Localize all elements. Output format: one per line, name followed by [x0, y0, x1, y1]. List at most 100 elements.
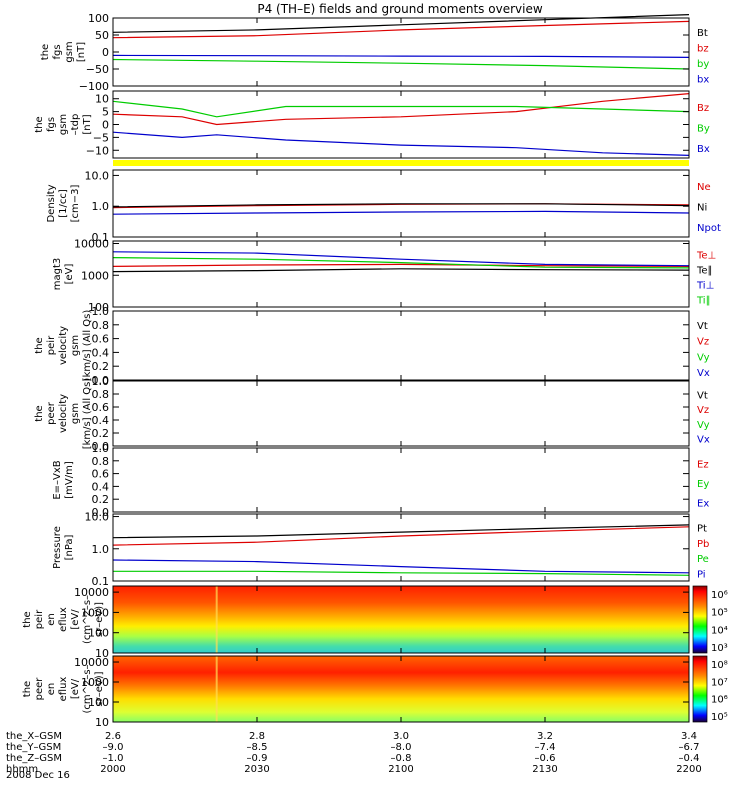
y-axis-label-line: the [22, 681, 33, 697]
y-tick-label: 10.0 [85, 511, 110, 524]
y-tick-label: −10 [86, 144, 109, 157]
colorbar [692, 585, 708, 654]
footer-value: –8.5 [247, 742, 268, 753]
legend-entry-By: By [697, 124, 710, 135]
footer-row-label: the_Y–GSM [6, 742, 61, 753]
legend-entry: Ez [697, 460, 709, 471]
y-tick-label: 100 [88, 12, 109, 25]
panel-4: 1.00.80.60.40.20.0thepeirvelocitygsm[km/… [34, 305, 710, 387]
legend-entry: Vy [697, 352, 710, 363]
series-line-Pb [112, 526, 690, 546]
y-tick-label: 0.2 [92, 493, 110, 506]
y-axis-label: thepeireneflux[eV/(cm^2–s–sr–eV)] [22, 595, 105, 644]
legend-entry: Vz [697, 405, 709, 416]
y-axis-label: magt3[eV] [52, 258, 75, 291]
y-axis-label-line: Pressure [52, 526, 63, 569]
y-axis-label-line: gsm [64, 41, 75, 62]
legend-entry: Vz [697, 337, 709, 348]
footer-row-label: hhmm [6, 764, 38, 775]
series-line-by [112, 58, 690, 70]
footer-value: 2130 [532, 764, 557, 775]
colorbar-tick-label: 10⁵ [711, 608, 728, 619]
y-axis-label-line: [nT] [76, 42, 87, 62]
legend-entry-Ti⊥: Ti⊥ [696, 281, 714, 292]
y-tick-label: 0.6 [92, 333, 110, 346]
footer-value: 2.8 [249, 731, 265, 742]
panel-2: 10.0 1.0 0.1 Density[1/cc][cm−3] Ne Ni Npot [46, 169, 721, 244]
y-axis-label-line: E=–VxB [52, 460, 63, 499]
colorbar-tick-label: 10⁸ [711, 660, 728, 671]
y-axis-label-line: peer [46, 401, 57, 425]
legend-entry-Npot: Npot [697, 223, 721, 234]
y-tick-label: 0.2 [92, 427, 110, 440]
y-tick-label: 10.0 [85, 169, 110, 182]
y-axis-label-line: velocity [58, 326, 69, 365]
y-axis-label-line: [eV/ [70, 678, 81, 699]
y-tick-label: 100 [88, 627, 109, 640]
y-axis-label-line: [1/cc] [58, 189, 69, 218]
legend-entry-by: by [697, 59, 709, 70]
series-line-Pt [112, 524, 690, 539]
footer-value: –9.0 [103, 742, 124, 753]
y-axis-label-line: sr–eV)] [94, 602, 105, 637]
y-axis-label-line: peir [34, 609, 45, 629]
y-tick-label: 100 [88, 301, 109, 314]
y-tick-label: 1000 [81, 606, 109, 619]
y-axis-label-line: [eV] [64, 264, 75, 285]
legend-entry-bz: bz [697, 43, 709, 54]
y-axis-label-line: en [46, 613, 57, 626]
series-line-bz [112, 20, 690, 39]
y-axis-label-line: [nT] [82, 114, 93, 134]
legend-entry: Vx [697, 368, 710, 379]
spectrogram [113, 586, 689, 653]
y-tick-label: 10000 [74, 586, 109, 599]
y-tick-label: 0.2 [92, 360, 110, 373]
y-tick-label: 100 [88, 696, 109, 709]
series-line-Ti⊥ [112, 251, 690, 267]
y-axis-label-line: –tdp [70, 114, 81, 136]
y-axis-label: Density[1/cc][cm−3] [46, 184, 81, 222]
y-tick-label: 0.6 [92, 468, 110, 481]
footer-value: 2100 [388, 764, 413, 775]
footer-value: –1.0 [103, 753, 124, 764]
y-axis-label: Pressure[nPa] [52, 526, 75, 569]
legend-entry-bx: bx [697, 74, 709, 85]
series-line-Ni [112, 203, 690, 208]
series-line-Npot [112, 210, 690, 215]
legend-entry-Bx: Bx [697, 144, 710, 155]
y-axis-label-line: gsm [58, 114, 69, 135]
panel-7: 10.0 1.0 0.1 Pressure[nPa] Pt Pb Pe Pi [52, 511, 709, 588]
legend-entry-Pe: Pe [697, 554, 709, 565]
panel-3: 10000 1000 100 magt3[eV] Te⊥ Te∥ Ti⊥ Ti∥ [52, 238, 716, 314]
y-axis-label-line: (cm^2–s– [82, 595, 93, 644]
y-tick-label: 0.4 [92, 346, 110, 359]
y-axis-label-line: eflux [58, 677, 69, 702]
y-tick-label: 1000 [81, 269, 109, 282]
chart-title: P4 (TH–E) fields and ground moments over… [257, 2, 542, 16]
y-axis-label-line: velocity [58, 394, 69, 433]
y-axis-label-line: (cm^2–s– [82, 664, 93, 713]
y-axis-label: thepeereneflux[eV/(cm^2–s–sr–eV)] [22, 664, 105, 713]
footer-value: –0.4 [679, 753, 700, 764]
series-line-Pi [112, 559, 690, 574]
legend-entry-Pt: Pt [697, 524, 707, 535]
footer-value: 2030 [244, 764, 269, 775]
footer-value: –0.6 [535, 753, 556, 764]
y-axis-label-line: Density [46, 184, 57, 222]
spectrogram [113, 656, 689, 722]
legend-entry-Ti∥: Ti∥ [696, 296, 711, 307]
y-axis-label-line: magt3 [52, 258, 63, 291]
legend-entry-Te⊥: Te⊥ [696, 251, 716, 262]
y-axis-label-line: gsm [70, 403, 81, 424]
y-tick-label: −100 [79, 80, 109, 93]
y-tick-label: 1.0 [92, 543, 110, 556]
y-tick-label: 1.0 [92, 200, 110, 213]
panel-frame [112, 17, 690, 87]
legend-entry-Bt: Bt [697, 28, 708, 39]
y-tick-label: 1000 [81, 676, 109, 689]
legend-entry: Ex [697, 498, 709, 509]
footer-value: 3.0 [393, 731, 409, 742]
panel-5: 1.00.80.60.40.20.0thepeervelocitygsm[km/… [34, 375, 710, 453]
